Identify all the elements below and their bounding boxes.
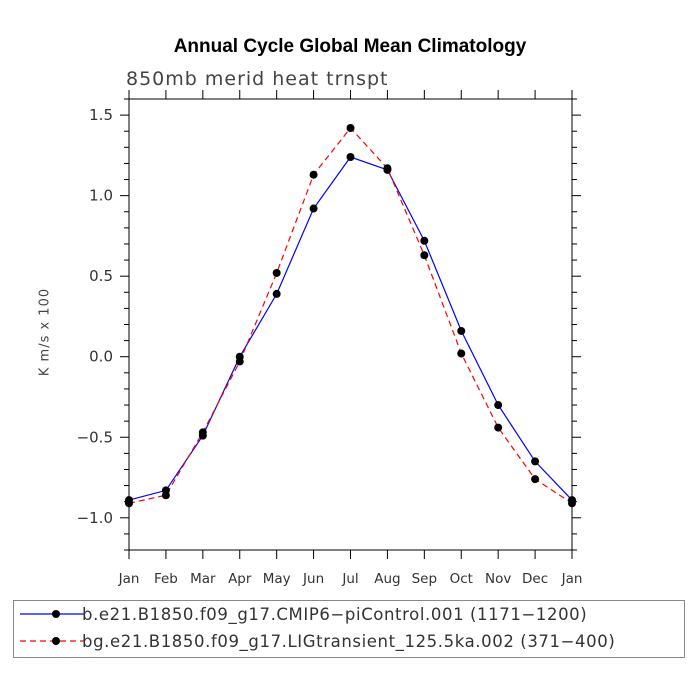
chart-subtitle: 850mb merid heat trnspt [126, 68, 389, 90]
x-tick-label: Jan [118, 571, 140, 587]
legend-label-1: b.e21.B1850.f09_g17.CMIP6−piControl.001 … [82, 605, 588, 624]
data-point-series-2 [494, 423, 503, 432]
series-line-1 [128, 156, 573, 501]
legend-line-1 [20, 610, 84, 618]
data-point-series-2 [346, 123, 355, 132]
y-tick-label: −1.0 [77, 509, 113, 527]
x-tick-label: Nov [485, 571, 511, 587]
x-tick-label: May [263, 571, 291, 587]
y-tick-label: 1.0 [89, 187, 113, 205]
x-tick-label: Jun [302, 571, 324, 587]
x-tick-label: Feb [154, 571, 178, 587]
x-tick-label: Sep [412, 571, 437, 587]
data-point-series-1 [494, 401, 503, 410]
legend-line-2 [20, 637, 84, 645]
legend: b.e21.B1850.f09_g17.CMIP6−piControl.001 … [13, 600, 685, 658]
y-tick-label: 0.0 [89, 348, 113, 366]
data-point-series-2 [457, 349, 466, 358]
plot-frame [128, 98, 573, 551]
data-point-series-1 [309, 204, 318, 213]
x-tick-label: Apr [228, 571, 252, 587]
data-point-series-2 [568, 499, 576, 508]
data-point-series-2 [272, 268, 281, 277]
legend-marker-1 [52, 610, 60, 618]
data-point-series-2 [531, 475, 540, 484]
data-point-series-1 [457, 326, 466, 335]
data-point-series-2 [235, 357, 244, 366]
data-point-series-1 [272, 289, 281, 298]
legend-label-2: bg.e21.B1850.f09_g17.LIGtransient_125.5k… [82, 632, 616, 651]
chart-title: Annual Cycle Global Mean Climatology [173, 36, 527, 57]
data-point-series-2 [161, 491, 170, 500]
x-tick-label: Mar [190, 571, 216, 587]
data-point-series-2 [125, 499, 133, 508]
data-point-series-1 [531, 457, 540, 466]
x-tick-label: Aug [374, 571, 400, 587]
x-tick-label: Jan [561, 571, 583, 587]
legend-marker-2 [52, 637, 60, 645]
data-point-series-2 [383, 164, 392, 173]
data-point-series-1 [346, 152, 355, 161]
data-point-series-1 [420, 236, 429, 245]
y-tick-label: −0.5 [77, 428, 113, 446]
data-point-series-2 [420, 251, 429, 260]
x-tick-label: Oct [450, 571, 473, 587]
data-point-series-2 [198, 428, 207, 437]
y-tick-label: 1.5 [89, 106, 113, 124]
y-tick-label: 0.5 [89, 267, 113, 285]
data-point-series-2 [309, 170, 318, 179]
legend-entry-2: bg.e21.B1850.f09_g17.LIGtransient_125.5k… [14, 630, 684, 656]
x-tick-label: Dec [522, 571, 548, 587]
x-tick-label: Jul [341, 571, 358, 587]
legend-entry-1: b.e21.B1850.f09_g17.CMIP6−piControl.001 … [14, 603, 684, 629]
